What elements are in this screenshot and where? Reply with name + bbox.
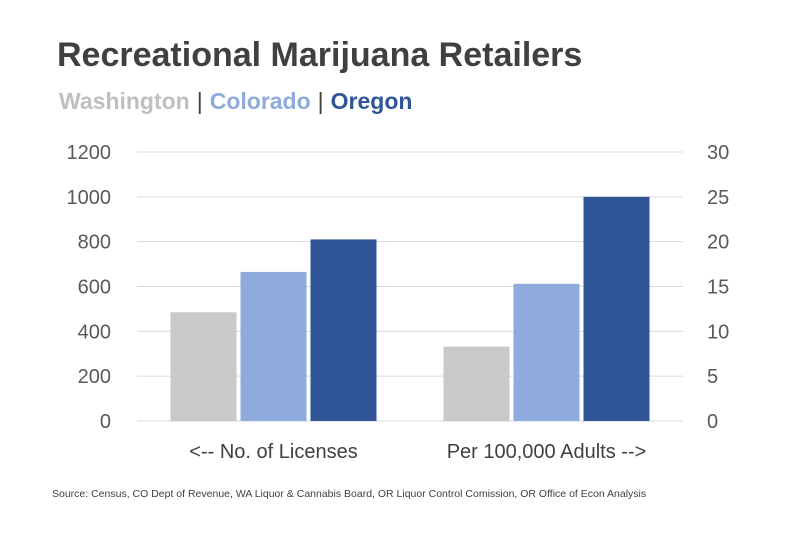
legend-colorado: Colorado: [209, 88, 311, 114]
y-right-tick-label: 5: [707, 366, 718, 388]
bar-washington: [443, 346, 510, 421]
y-right-tick-label: 15: [707, 277, 729, 299]
legend-separator: |: [196, 88, 203, 114]
bar-colorado: [240, 271, 307, 421]
y-left-tick-label: 0: [100, 411, 111, 433]
chart-title: Recreational Marijuana Retailers: [57, 36, 583, 74]
y-right-tick-label: 30: [707, 142, 729, 164]
legend-oregon: Oregon: [330, 88, 413, 114]
chart-subtitle-legend: Washington | Colorado | Oregon: [59, 88, 412, 115]
bar-oregon: [310, 239, 377, 421]
source-note: Source: Census, CO Dept of Revenue, WA L…: [52, 488, 647, 500]
y-right-tick-label: 0: [707, 411, 718, 433]
y-left-tick-label: 800: [78, 232, 111, 254]
y-left-tick-label: 200: [78, 366, 111, 388]
x-category-label: <-- No. of Licenses: [189, 441, 357, 463]
y-right-tick-label: 25: [707, 187, 729, 209]
y-left-tick-label: 400: [78, 321, 111, 343]
bar-colorado: [513, 283, 580, 421]
y-left-tick-label: 1200: [67, 142, 112, 164]
legend-separator: |: [317, 88, 324, 114]
y-left-tick-label: 600: [78, 277, 111, 299]
x-category-label: Per 100,000 Adults -->: [447, 441, 647, 463]
bar-oregon: [583, 196, 650, 421]
bar-washington: [170, 312, 237, 421]
legend-washington: Washington: [59, 88, 190, 114]
y-right-tick-label: 10: [707, 321, 729, 343]
y-right-tick-label: 20: [707, 232, 729, 254]
y-left-tick-label: 1000: [67, 187, 112, 209]
